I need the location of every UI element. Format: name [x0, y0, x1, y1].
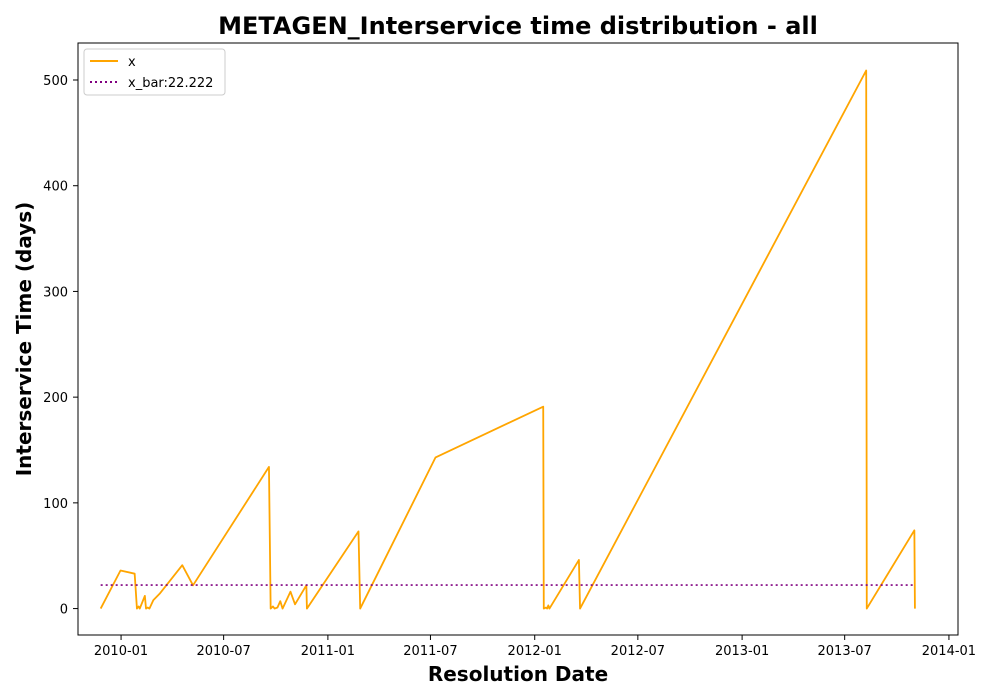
x-tick-label: 2013-01	[715, 644, 769, 659]
x-tick-label: 2013-07	[818, 644, 872, 659]
y-tick-label: 500	[43, 74, 68, 89]
series-layer	[99, 69, 916, 610]
y-tick-label: 0	[60, 603, 68, 618]
x-tick-label: 2011-07	[403, 644, 457, 659]
x-tick-label: 2012-07	[611, 644, 665, 659]
chart-title: METAGEN_Interservice time distribution -…	[218, 12, 818, 40]
y-tick-label: 400	[43, 180, 68, 195]
x-tick-label: 2010-07	[196, 644, 250, 659]
x-tick-label: 2010-01	[94, 644, 148, 659]
x-tick-label: 2012-01	[508, 644, 562, 659]
x-axis: 2010-01 2010-07 2011-01 2011-07 2012-01 2012-…	[94, 635, 976, 659]
y-tick-label: 300	[43, 285, 68, 300]
series-line-x	[99, 69, 916, 610]
y-axis-title: Interservice Time (days)	[12, 202, 36, 477]
x-tick-label: 2014-01	[922, 644, 976, 659]
x-tick-label: 2011-01	[301, 644, 355, 659]
legend-label-x-bar: x_bar:22.222	[128, 76, 213, 91]
plot-area	[77, 42, 959, 636]
legend-frame	[83, 48, 226, 96]
y-tick-label: 200	[43, 391, 68, 406]
plot-frame	[77, 42, 959, 636]
y-axis: 0 100 200 300 400 500	[43, 74, 78, 618]
x-axis-title: Resolution Date	[428, 662, 608, 686]
y-tick-label: 100	[43, 497, 68, 512]
legend-label-x: x	[128, 55, 136, 70]
legend: x x_bar:22.222	[83, 48, 226, 96]
